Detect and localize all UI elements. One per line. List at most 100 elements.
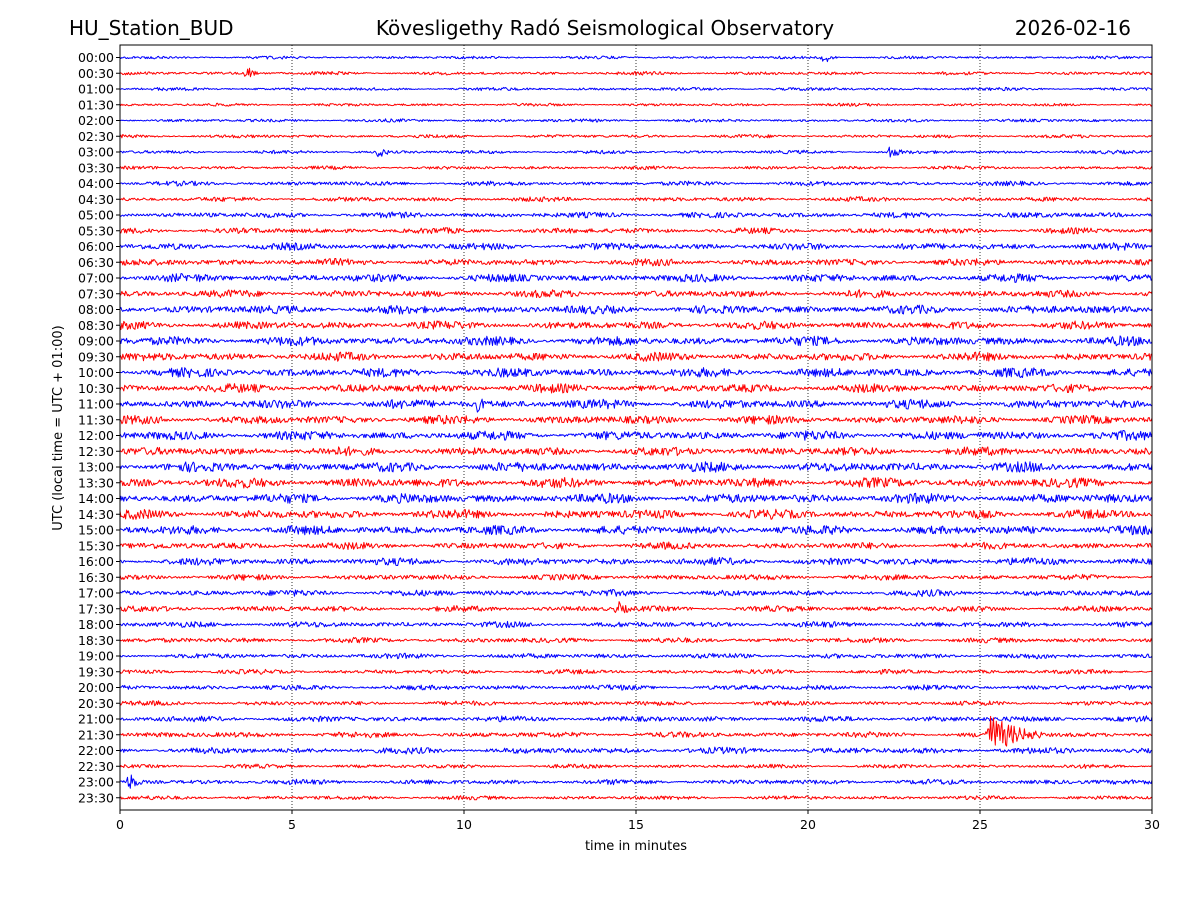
y-tick-label: 16:30 — [78, 570, 114, 585]
y-tick-label: 06:30 — [78, 255, 114, 270]
y-tick-label: 19:30 — [78, 664, 114, 679]
y-tick-label: 07:30 — [78, 286, 114, 301]
y-tick-label: 15:00 — [78, 523, 114, 538]
y-tick-label: 04:00 — [78, 176, 114, 191]
y-tick-label: 05:00 — [78, 208, 114, 223]
y-tick-label: 03:00 — [78, 145, 114, 160]
y-tick-label: 02:00 — [78, 113, 114, 128]
trace-0300 — [119, 146, 1153, 158]
y-tick-label: 23:30 — [78, 790, 114, 805]
trace-1130 — [119, 414, 1153, 425]
trace-0630 — [119, 258, 1153, 267]
x-tick-label: 25 — [972, 817, 988, 832]
trace-1900 — [119, 652, 1153, 660]
x-tick-label: 5 — [288, 817, 296, 832]
grid — [291, 45, 981, 810]
trace-2030 — [119, 700, 1153, 707]
trace-0230 — [119, 133, 1153, 139]
trace-2200 — [119, 746, 1153, 755]
y-tick-label: 00:00 — [78, 50, 114, 65]
y-tick-label: 01:00 — [78, 82, 114, 97]
trace-2100 — [119, 715, 1153, 723]
traces — [119, 55, 1153, 801]
chart-title: Kövesligethy Radó Seismological Observat… — [376, 16, 834, 40]
trace-1430 — [119, 508, 1153, 520]
y-tick-label: 22:00 — [78, 743, 114, 758]
trace-2130 — [119, 715, 1153, 747]
trace-1730 — [119, 601, 1153, 614]
trace-2230 — [119, 763, 1153, 769]
y-axis-label: UTC (local time = UTC + 01:00) — [51, 325, 66, 530]
trace-1630 — [119, 573, 1153, 581]
x-tick-label: 0 — [116, 817, 124, 832]
trace-1530 — [119, 541, 1153, 550]
y-tick-label: 21:30 — [78, 727, 114, 742]
y-tick-label: 06:00 — [78, 239, 114, 254]
y-tick-label: 07:00 — [78, 271, 114, 286]
trace-0530 — [119, 227, 1153, 235]
trace-1600 — [119, 556, 1153, 566]
trace-0400 — [119, 180, 1153, 187]
y-tick-label: 15:30 — [78, 538, 114, 553]
y-tick-label: 18:30 — [78, 633, 114, 648]
trace-1830 — [119, 636, 1153, 644]
x-tick-label: 15 — [628, 817, 644, 832]
y-tick-label: 09:00 — [78, 334, 114, 349]
trace-1000 — [119, 367, 1153, 378]
chart-title-station: HU_Station_BUD — [69, 16, 234, 40]
y-tick-label: 01:30 — [78, 97, 114, 112]
y-tick-label: 04:30 — [78, 192, 114, 207]
y-tick-label: 02:30 — [78, 129, 114, 144]
y-tick-label: 17:00 — [78, 586, 114, 601]
y-tick-label: 13:30 — [78, 475, 114, 490]
y-axis: 00:0000:3001:0001:3002:0002:3003:0003:30… — [78, 50, 120, 805]
y-tick-label: 20:00 — [78, 680, 114, 695]
trace-0430 — [119, 196, 1153, 203]
trace-1400 — [119, 492, 1153, 504]
y-tick-label: 08:30 — [78, 318, 114, 333]
trace-0730 — [119, 289, 1153, 299]
y-tick-label: 13:00 — [78, 460, 114, 475]
trace-0500 — [119, 211, 1153, 219]
x-tick-label: 10 — [456, 817, 472, 832]
x-axis-label: time in minutes — [585, 839, 687, 854]
trace-0900 — [119, 335, 1153, 347]
trace-0200 — [119, 118, 1153, 123]
y-tick-label: 20:30 — [78, 696, 114, 711]
trace-0800 — [119, 304, 1153, 315]
trace-1230 — [119, 446, 1153, 457]
trace-1100 — [119, 398, 1153, 413]
y-tick-label: 10:00 — [78, 365, 114, 380]
y-tick-label: 19:00 — [78, 649, 114, 664]
y-tick-label: 23:00 — [78, 775, 114, 790]
y-tick-label: 11:30 — [78, 412, 114, 427]
trace-0000 — [119, 55, 1153, 63]
trace-2000 — [119, 684, 1153, 691]
x-tick-label: 20 — [800, 817, 816, 832]
y-tick-label: 03:30 — [78, 160, 114, 175]
trace-1200 — [119, 430, 1153, 442]
trace-1700 — [119, 589, 1153, 597]
y-tick-label: 14:00 — [78, 491, 114, 506]
trace-0830 — [119, 320, 1153, 331]
y-tick-label: 12:00 — [78, 428, 114, 443]
trace-0930 — [119, 351, 1153, 362]
trace-0130 — [119, 102, 1153, 107]
y-tick-label: 11:00 — [78, 397, 114, 412]
y-tick-label: 05:30 — [78, 223, 114, 238]
trace-0030 — [119, 67, 1153, 78]
trace-2300 — [119, 774, 1153, 789]
y-tick-label: 21:00 — [78, 712, 114, 727]
x-tick-label: 30 — [1144, 817, 1160, 832]
trace-1500 — [119, 524, 1153, 536]
y-tick-label: 09:30 — [78, 349, 114, 364]
trace-0700 — [119, 273, 1153, 283]
trace-1330 — [119, 477, 1153, 489]
trace-1300 — [119, 461, 1153, 473]
y-tick-label: 08:00 — [78, 302, 114, 317]
y-tick-label: 18:00 — [78, 617, 114, 632]
trace-1800 — [119, 620, 1153, 628]
trace-0330 — [119, 165, 1153, 171]
trace-0100 — [119, 86, 1153, 92]
